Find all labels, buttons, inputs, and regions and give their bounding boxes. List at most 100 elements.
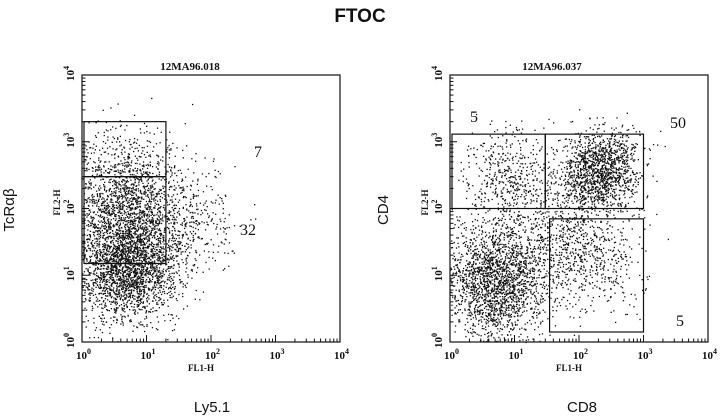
event-dot [133,211,135,213]
event-dot [115,298,118,301]
event-dot [117,229,119,231]
event-dot [210,186,212,188]
event-dot [164,228,166,230]
event-dot [116,303,118,305]
event-dot [127,259,130,261]
event-dot [132,236,135,239]
event-dot [122,308,124,310]
event-dot [105,244,107,246]
event-dot [457,242,459,245]
event-dot [196,205,198,207]
event-dot [495,277,497,279]
event-dot [123,188,125,190]
event-dot [119,258,121,260]
event-dot [129,207,131,209]
event-dot [96,281,98,283]
event-dot [208,268,210,270]
event-dot [195,160,197,162]
event-dot [129,174,132,176]
event-dot [192,103,194,106]
event-dot [171,256,173,258]
event-dot [143,288,145,290]
event-dot [181,234,183,236]
event-dot [152,311,154,313]
event-dot [132,227,134,229]
event-dot [176,245,178,247]
x-tick-label: 103 [270,347,285,362]
event-dot [148,225,150,227]
event-dot [118,271,120,274]
event-dot [532,270,534,272]
event-dot [168,270,170,272]
event-dot [105,279,107,281]
event-dot [234,166,236,168]
event-dot [118,278,121,280]
event-dot [122,272,124,274]
event-dot [122,204,124,206]
event-dot [511,253,513,255]
event-dot [157,280,159,282]
event-dot [458,246,460,248]
event-dot [161,197,164,199]
event-dot [107,195,109,197]
event-dot [139,163,141,165]
event-dot [137,253,139,255]
event-dot [161,304,163,306]
event-dot [97,227,100,229]
event-dot [487,336,489,338]
event-dot [142,182,144,184]
event-dot [157,303,159,305]
event-dot [170,176,172,178]
event-dot [536,277,538,279]
event-dot [137,206,139,208]
event-dot [90,279,92,282]
event-dot [94,268,97,270]
event-dot [104,204,106,206]
event-dot [170,281,172,283]
event-dot [501,225,503,227]
event-dot [148,230,150,232]
event-dot [145,278,148,281]
event-dot [133,255,135,257]
event-dot [175,315,178,317]
event-dot [104,283,106,285]
event-dot [132,280,134,282]
event-dot [142,302,144,304]
event-dot [145,229,147,231]
event-dot [551,291,553,294]
event-dot [129,272,131,274]
event-dot [147,189,149,191]
event-dot [474,268,476,270]
event-dot [169,256,171,258]
event-dot [101,211,103,214]
event-dot [102,178,105,180]
event-dot [113,287,115,289]
event-dot [98,164,100,167]
event-dot [114,273,116,275]
event-dot [112,248,115,250]
event-dot [82,278,84,281]
event-dot [126,177,128,179]
event-dot [127,181,129,183]
event-dot [131,240,134,242]
event-dot [122,239,124,241]
event-dot [130,207,132,209]
event-dot [99,228,102,230]
event-dot [160,189,162,191]
event-dot [143,228,145,230]
event-dot [136,199,138,201]
event-dot [104,260,106,262]
event-dot [148,198,151,200]
event-dot [109,281,111,284]
event-dot [114,255,117,257]
event-dot [114,181,117,184]
event-dot [158,204,160,206]
event-dot [160,179,162,181]
event-dot [113,195,115,197]
event-dot [167,279,169,281]
event-dot [157,238,160,240]
event-dot [512,299,514,301]
event-dot [124,297,126,299]
event-dot [454,285,456,287]
event-dot [124,256,126,258]
